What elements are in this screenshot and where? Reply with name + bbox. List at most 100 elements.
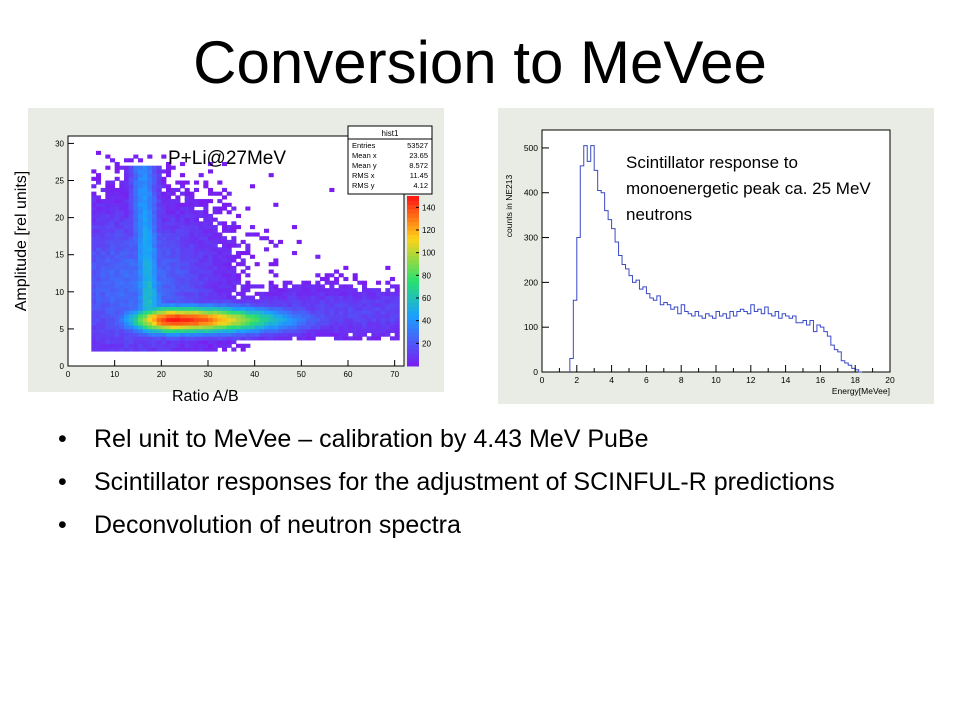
heatmap-cell — [133, 284, 139, 289]
heatmap-cell — [240, 306, 246, 311]
heatmap-cell — [231, 295, 237, 300]
heatmap-cell — [301, 302, 307, 308]
heatmap-cell — [352, 273, 358, 278]
heatmap-cell — [268, 295, 274, 300]
heatmap-cell — [105, 191, 111, 196]
heatmap-cell — [96, 276, 102, 282]
heatmap-cell — [114, 321, 120, 326]
heatmap-cell — [212, 262, 218, 267]
heatmap-cell — [310, 310, 316, 315]
heatmap-cell — [91, 295, 97, 300]
heatmap-cell — [212, 217, 218, 222]
heatmap-cell — [128, 158, 134, 163]
heatmap-cell — [119, 243, 125, 248]
heatmap-cell — [296, 314, 302, 319]
heatmap-cell — [310, 306, 316, 311]
heatmap-cell — [390, 276, 396, 282]
heatmap-cell — [320, 295, 326, 300]
colorbar-tick-label: 120 — [422, 226, 436, 235]
heatmap-cell — [105, 154, 111, 159]
heatmap-cell — [133, 299, 139, 304]
heatmap-cell — [226, 340, 232, 345]
heatmap-cell — [180, 184, 186, 189]
heatmap-cell — [124, 191, 130, 196]
heatmap-cell — [348, 284, 354, 289]
heatmap-cell — [282, 306, 288, 311]
heatmap-cell — [133, 239, 139, 244]
heatmap-cell — [128, 232, 134, 237]
heatmap-cell — [133, 280, 139, 285]
heatmap-cell — [124, 328, 130, 334]
heatmap-cell — [194, 251, 200, 256]
heatmap-cell — [348, 325, 354, 330]
heatmap-cell — [156, 262, 162, 267]
heatmap-cell — [226, 336, 232, 341]
heatmap-cell — [147, 221, 153, 226]
heatmap-cell — [250, 184, 256, 189]
heatmap-cell — [180, 317, 186, 322]
colorbar-tick-label: 140 — [422, 203, 436, 212]
heatmap-cell — [194, 306, 200, 311]
heatmap-cell — [184, 210, 190, 215]
heatmap-cell — [222, 236, 228, 241]
heatmap-cell — [152, 180, 158, 185]
heatmap-cell — [357, 299, 363, 304]
heatmap-cell — [138, 262, 144, 267]
heatmap-cell — [156, 299, 162, 304]
heatmap-cell — [128, 321, 134, 326]
heatmap-cell — [259, 306, 265, 311]
heatmap-cell — [231, 269, 237, 274]
heatmap-cell — [128, 314, 134, 319]
x-tick-label: 70 — [390, 370, 399, 379]
heatmap-cell — [287, 332, 293, 337]
heatmap-cell — [301, 291, 307, 296]
heatmap-cell — [142, 228, 148, 233]
heatmap-cell — [184, 280, 190, 285]
heatmap-cell — [166, 291, 172, 296]
heatmap-cell — [105, 239, 111, 244]
heatmap-cell — [138, 232, 144, 237]
heatmap-cell — [315, 314, 321, 319]
heatmap-cell — [203, 321, 209, 326]
heatmap-cell — [100, 265, 106, 270]
heatmap-cell — [128, 269, 134, 274]
heatmap-cell — [142, 343, 148, 348]
heatmap-cell — [376, 336, 382, 341]
heatmap-cell — [110, 195, 116, 200]
heatmap-cell — [264, 228, 270, 233]
heatmap-cell — [306, 295, 312, 300]
heatmap-cell — [264, 317, 270, 322]
heatmap-cell — [194, 262, 200, 267]
heatmap-cell — [138, 302, 144, 308]
heatmap-cell — [226, 310, 232, 315]
heatmap-cell — [114, 284, 120, 289]
heatmap-cell — [245, 325, 251, 330]
heatmap-cell — [371, 310, 377, 315]
heatmap-cell — [222, 295, 228, 300]
heatmap-cell — [362, 314, 368, 319]
heatmap-cell — [91, 221, 97, 226]
heatmap-cell — [371, 295, 377, 300]
heatmap-cell — [124, 302, 130, 308]
heatmap-cell — [236, 336, 242, 341]
heatmap-cell — [376, 321, 382, 326]
heatmap-cell — [133, 154, 139, 159]
heatmap-cell — [222, 206, 228, 211]
heatmap-cell — [320, 302, 326, 308]
heatmap-cell — [110, 228, 116, 233]
heatmap-cell — [114, 258, 120, 263]
heatmap-cell — [161, 306, 167, 311]
heatmap-cell — [166, 328, 172, 334]
heatmap-cell — [352, 328, 358, 334]
heatmap-cell — [259, 325, 265, 330]
heatmap-cell — [194, 258, 200, 263]
heatmap-cell — [245, 299, 251, 304]
heatmap-cell — [282, 299, 288, 304]
heatmap-cell — [250, 284, 256, 289]
heatmap-cell — [161, 280, 167, 285]
x-tick-label: 60 — [344, 370, 353, 379]
heatmap-cell — [180, 239, 186, 244]
bullet-item: • Deconvolution of neutron spectra — [58, 510, 918, 541]
heatmap-cell — [194, 299, 200, 304]
colorbar-segment — [407, 353, 419, 358]
